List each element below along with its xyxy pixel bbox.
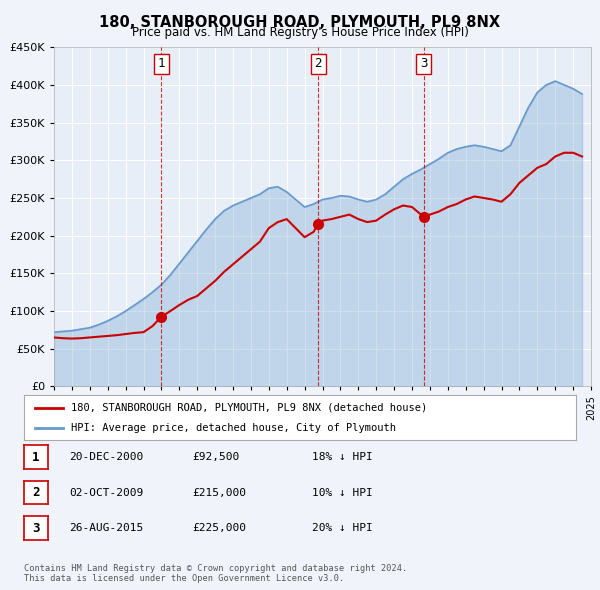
Text: 2: 2 bbox=[314, 57, 322, 70]
Text: 3: 3 bbox=[420, 57, 427, 70]
Text: HPI: Average price, detached house, City of Plymouth: HPI: Average price, detached house, City… bbox=[71, 424, 396, 434]
Text: 20-DEC-2000: 20-DEC-2000 bbox=[69, 453, 143, 462]
Text: £215,000: £215,000 bbox=[192, 488, 246, 497]
Text: 3: 3 bbox=[32, 522, 40, 535]
Text: £225,000: £225,000 bbox=[192, 523, 246, 533]
Text: 1: 1 bbox=[32, 451, 40, 464]
Text: Contains HM Land Registry data © Crown copyright and database right 2024.
This d: Contains HM Land Registry data © Crown c… bbox=[24, 563, 407, 583]
Text: 02-OCT-2009: 02-OCT-2009 bbox=[69, 488, 143, 497]
Text: 18% ↓ HPI: 18% ↓ HPI bbox=[312, 453, 373, 462]
Text: Price paid vs. HM Land Registry's House Price Index (HPI): Price paid vs. HM Land Registry's House … bbox=[131, 26, 469, 39]
Text: 20% ↓ HPI: 20% ↓ HPI bbox=[312, 523, 373, 533]
Text: 1: 1 bbox=[158, 57, 165, 70]
Text: 180, STANBOROUGH ROAD, PLYMOUTH, PL9 8NX: 180, STANBOROUGH ROAD, PLYMOUTH, PL9 8NX bbox=[100, 15, 500, 30]
Text: 2: 2 bbox=[32, 486, 40, 499]
Text: 180, STANBOROUGH ROAD, PLYMOUTH, PL9 8NX (detached house): 180, STANBOROUGH ROAD, PLYMOUTH, PL9 8NX… bbox=[71, 403, 427, 412]
Text: 10% ↓ HPI: 10% ↓ HPI bbox=[312, 488, 373, 497]
Text: £92,500: £92,500 bbox=[192, 453, 239, 462]
Text: 26-AUG-2015: 26-AUG-2015 bbox=[69, 523, 143, 533]
